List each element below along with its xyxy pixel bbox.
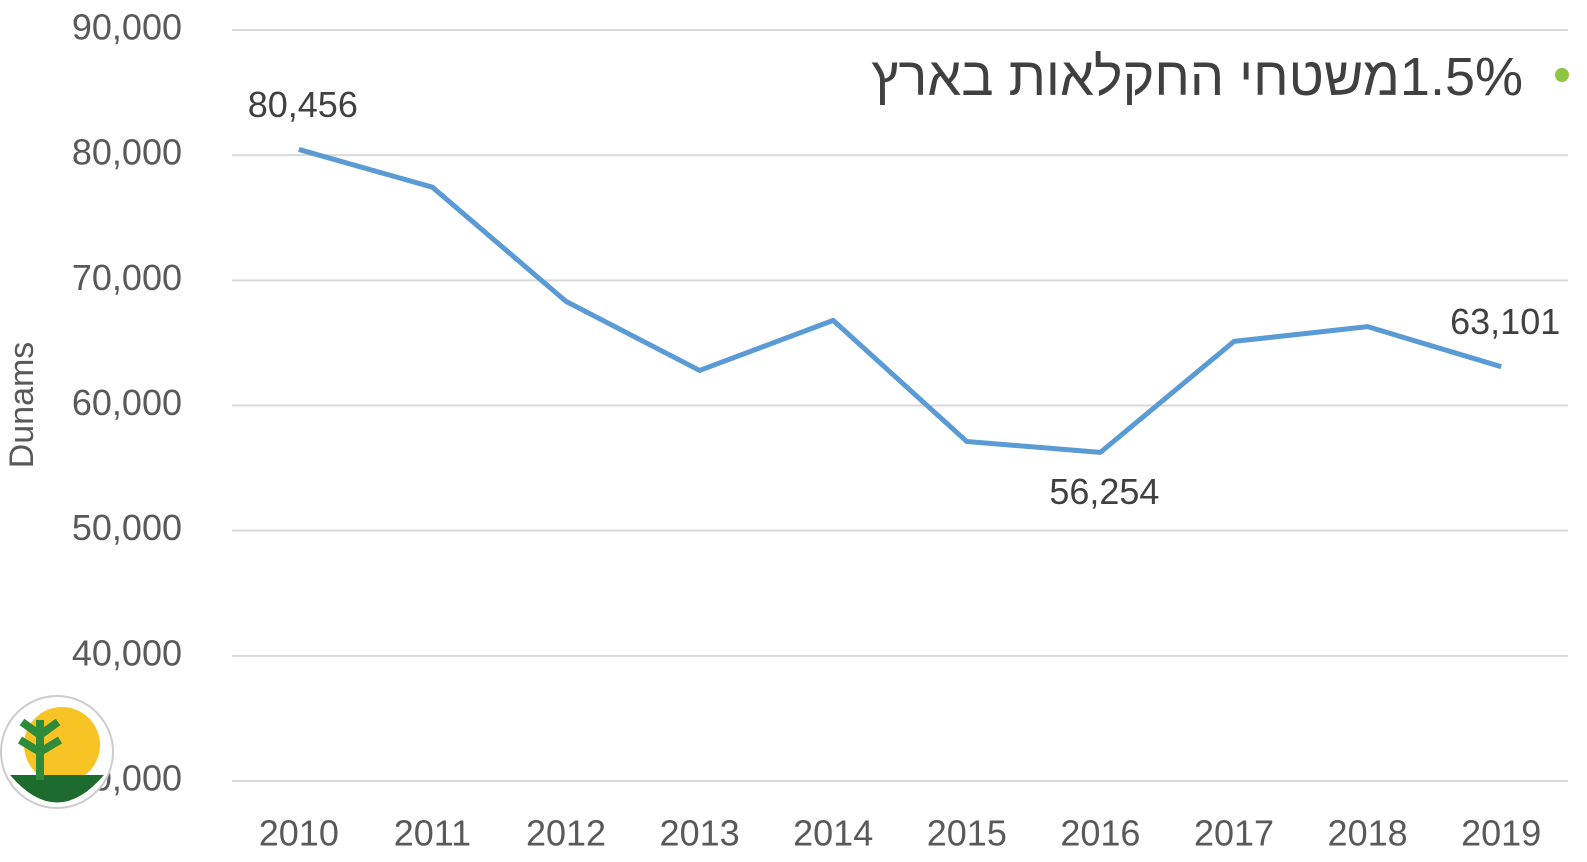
x-tick-label: 2015 bbox=[927, 813, 1007, 854]
x-tick-label: 2017 bbox=[1194, 813, 1274, 854]
y-tick-label: 60,000 bbox=[72, 382, 182, 423]
plot: 30,00040,00050,00060,00070,00080,00090,0… bbox=[72, 7, 1568, 854]
y-tick-label: 80,000 bbox=[72, 132, 182, 173]
logo bbox=[0, 695, 114, 809]
x-tick-label: 2010 bbox=[259, 813, 339, 854]
y-tick-label: 90,000 bbox=[72, 7, 182, 48]
data-label: 80,456 bbox=[248, 84, 358, 125]
x-tick-label: 2012 bbox=[526, 813, 606, 854]
x-tick-label: 2019 bbox=[1461, 813, 1541, 854]
x-tick-label: 2018 bbox=[1328, 813, 1408, 854]
annotation: 1.5%משטחי החקלאות בארץ bbox=[871, 47, 1523, 107]
data-label: 63,101 bbox=[1450, 301, 1560, 342]
y-tick-label: 40,000 bbox=[72, 632, 182, 673]
x-tick-label: 2014 bbox=[793, 813, 873, 854]
line bbox=[298, 147, 1502, 455]
x-tick-label: 2016 bbox=[1060, 813, 1140, 854]
y-tick-label: 70,000 bbox=[72, 257, 182, 298]
x-tick-label: 2013 bbox=[660, 813, 740, 854]
x-tick-label: 2011 bbox=[394, 813, 471, 854]
data-label: 56,254 bbox=[1049, 471, 1159, 512]
y-tick-label: 50,000 bbox=[72, 507, 182, 548]
y-axis-label: Dunams bbox=[3, 342, 41, 469]
bullet bbox=[1555, 68, 1569, 82]
